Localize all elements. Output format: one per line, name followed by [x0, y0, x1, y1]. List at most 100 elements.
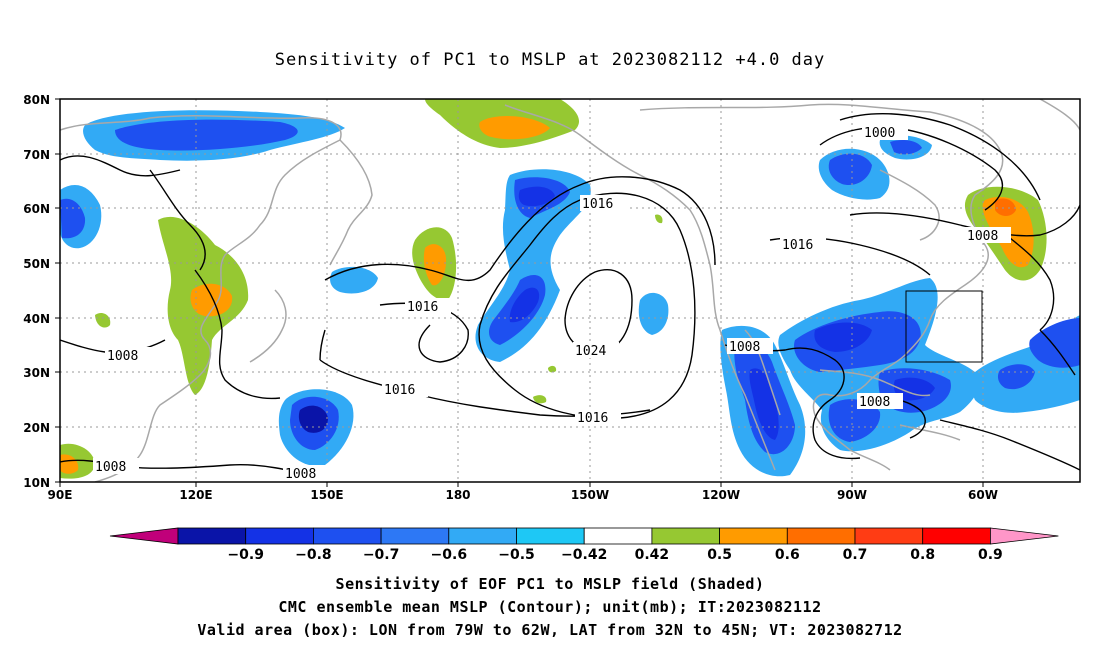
lon-label: 60W — [968, 488, 998, 502]
contour-1008-mexico — [724, 344, 861, 460]
lon-label: 180 — [445, 488, 470, 502]
contour-label-1016: 1016 — [582, 197, 613, 212]
shade-negative — [509, 287, 540, 323]
lat-label: 50N — [23, 257, 50, 271]
shade-positive — [60, 454, 79, 474]
shade-negative — [814, 322, 872, 352]
colorbar-label: 0.42 — [635, 547, 670, 563]
caption-valid-area: Valid area (box): LON from 79W to 62W, L… — [197, 621, 903, 639]
lat-label: 80N — [23, 93, 50, 107]
contour-1008-asia-d — [149, 169, 206, 271]
colorbar-swatch — [380, 527, 450, 545]
shade-positive — [548, 365, 557, 373]
map-frame — [59, 98, 1081, 483]
map-title: Sensitivity of PC1 to MSLP at 2023082112… — [274, 50, 826, 70]
colorbar-swatch — [312, 527, 382, 545]
shade-negative — [997, 364, 1035, 390]
caption-shading: Sensitivity of EOF PC1 to MSLP field (Sh… — [335, 575, 765, 593]
coastline-north-america — [639, 103, 1004, 471]
colorbar-label: −0.9 — [227, 547, 264, 563]
contour-1008-asia-b — [194, 269, 281, 400]
colorbar-swatch — [719, 527, 788, 545]
coastline-kamchatka — [329, 139, 373, 266]
contour-label-1016: 1016 — [407, 300, 438, 315]
colorbar-swatch — [245, 527, 314, 545]
shade-negative — [518, 186, 555, 207]
shade-negative — [298, 405, 328, 433]
colorbar-label: −0.7 — [363, 547, 400, 563]
contour-1008-east-far — [1039, 329, 1076, 376]
lat-label: 20N — [23, 421, 50, 435]
colorbar-label: −0.8 — [295, 547, 332, 563]
lat-label: 70N — [23, 148, 50, 162]
contour-label-1008: 1008 — [107, 349, 138, 364]
contour-label-1016: 1016 — [384, 383, 415, 398]
contour-1016-sw — [319, 329, 326, 361]
colorbar-swatch — [786, 527, 856, 545]
shade-negative — [60, 198, 86, 239]
shade-negative — [115, 119, 298, 151]
shade-positive — [95, 313, 111, 328]
contour-1000 — [819, 126, 1004, 211]
lon-label: 150W — [571, 488, 609, 502]
contour-label-1008: 1008 — [285, 467, 316, 482]
coastline-greenland — [1039, 99, 1080, 131]
coastline-caribbean — [899, 424, 961, 441]
contour-label-1024: 1024 — [575, 344, 606, 359]
lon-label: 120E — [179, 488, 212, 502]
coastline-gulf — [819, 369, 931, 397]
lat-label: 10N — [23, 476, 50, 490]
sensitivity-shading — [60, 99, 1080, 479]
colorbar-swatch — [583, 527, 653, 545]
shade-negative — [330, 266, 378, 294]
shade-negative — [890, 140, 922, 155]
contour-label-1016: 1016 — [577, 411, 608, 426]
lat-label: 30N — [23, 366, 50, 380]
contour-1008-labrador — [1009, 237, 1055, 331]
contour-label-1016: 1016 — [782, 238, 813, 253]
colorbar-label: 0.6 — [775, 547, 800, 563]
caption-contour: CMC ensemble mean MSLP (Contour); unit(m… — [278, 598, 822, 616]
lon-label: 90W — [837, 488, 867, 502]
coastline-alaska — [504, 104, 776, 471]
shade-positive — [190, 283, 233, 317]
contour-1016-south — [319, 359, 651, 417]
colorbar-label: 0.9 — [978, 547, 1003, 563]
contour-1008-se — [939, 419, 1080, 471]
contour-label-1008: 1008 — [95, 460, 126, 475]
valid-area-box — [905, 290, 983, 363]
contour-labels: 1000 1008 1016 1016 1016 1016 1024 1016 … — [93, 124, 1011, 482]
axis-ticks — [55, 98, 984, 487]
lon-label: 150E — [310, 488, 343, 502]
shade-negative — [749, 368, 779, 440]
lat-label: 40N — [23, 312, 50, 326]
coastlines — [60, 99, 1080, 482]
contour-1024 — [564, 269, 633, 353]
lon-label: 120W — [702, 488, 740, 502]
contour-label-1008: 1008 — [859, 395, 890, 410]
longitude-labels: 90E 120E 150E 180 150W 120W 90W 60W — [48, 488, 998, 502]
coastline-asia — [60, 114, 342, 482]
shade-negative — [638, 292, 669, 335]
contour-1016-outer — [324, 176, 716, 281]
colorbar-swatch — [854, 527, 924, 545]
shade-positive — [423, 244, 447, 286]
colorbar-label: −0.42 — [561, 547, 607, 563]
latitude-labels: 80N 70N 60N 50N 40N 30N 20N 10N — [23, 93, 50, 490]
contour-label-1000: 1000 — [864, 126, 895, 141]
shade-negative — [828, 153, 872, 186]
colorbar-swatch — [651, 527, 721, 545]
shade-positive — [479, 116, 550, 140]
shade-positive — [995, 198, 1016, 216]
shade-positive — [533, 395, 547, 404]
shade-negative — [1029, 318, 1080, 368]
contour-1008-ne-a — [839, 113, 1041, 201]
colorbar-swatch — [448, 527, 517, 545]
colorbar-label: −0.5 — [498, 547, 535, 563]
shade-negative — [828, 399, 881, 442]
contour-label-1008: 1008 — [967, 229, 998, 244]
lon-label: 90E — [48, 488, 73, 502]
lat-label: 60N — [23, 202, 50, 216]
colorbar-label: 0.5 — [707, 547, 732, 563]
